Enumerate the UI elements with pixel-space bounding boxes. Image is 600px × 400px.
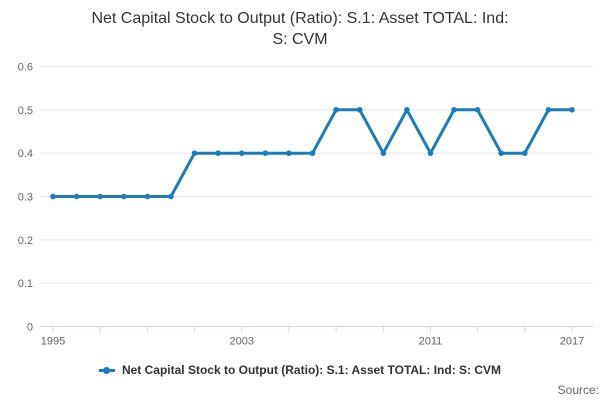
data-point-marker[interactable]	[238, 150, 245, 156]
data-point-marker[interactable]	[498, 150, 505, 156]
legend-series-marker-icon	[98, 365, 115, 376]
data-point-marker[interactable]	[451, 107, 457, 113]
y-tick-label: 0.3	[18, 192, 33, 204]
data-point-marker[interactable]	[144, 193, 151, 200]
x-tick-label: 2003	[229, 336, 253, 348]
legend-dot-icon	[102, 366, 110, 374]
x-tick-label: 2017	[560, 336, 584, 348]
data-point-marker[interactable]	[427, 150, 434, 156]
y-tick-label: 0.5	[18, 105, 33, 117]
data-point-marker[interactable]	[50, 193, 56, 200]
data-point-marker[interactable]	[168, 193, 174, 200]
chart-title-line1: Net Capital Stock to Output (Ratio): S.1…	[91, 10, 509, 27]
data-point-marker[interactable]	[380, 150, 387, 156]
data-point-marker[interactable]	[474, 107, 481, 113]
y-tick-label: 0.1	[18, 278, 33, 290]
chart-title-line2: S: CVM	[272, 31, 328, 48]
data-point-marker[interactable]	[121, 193, 127, 200]
y-tick-label: 0.4	[18, 148, 33, 160]
legend: Net Capital Stock to Output (Ratio): S.1…	[0, 363, 600, 377]
data-point-marker[interactable]	[286, 150, 292, 156]
data-point-marker[interactable]	[404, 107, 410, 113]
x-tick-label: 1995	[41, 336, 65, 348]
y-tick-label: 0	[27, 322, 33, 334]
data-point-marker[interactable]	[191, 150, 198, 156]
source-label: Source:	[557, 383, 599, 397]
data-point-marker[interactable]	[545, 107, 552, 113]
data-point-marker[interactable]	[333, 107, 339, 113]
data-point-marker[interactable]	[569, 107, 575, 113]
data-point-marker[interactable]	[356, 107, 363, 113]
x-tick-label: 2011	[419, 336, 443, 348]
legend-item-label[interactable]: Net Capital Stock to Output (Ratio): S.1…	[121, 363, 502, 377]
data-point-marker[interactable]	[97, 193, 103, 200]
data-point-marker[interactable]	[215, 150, 221, 156]
y-tick-label: 0.6	[18, 62, 33, 74]
y-tick-label: 0.2	[18, 235, 33, 247]
data-point-marker[interactable]	[73, 193, 80, 200]
chart-title: Net Capital Stock to Output (Ratio): S.1…	[0, 8, 600, 50]
data-point-marker[interactable]	[309, 150, 316, 156]
data-point-marker[interactable]	[522, 150, 528, 156]
data-point-marker[interactable]	[262, 150, 269, 156]
